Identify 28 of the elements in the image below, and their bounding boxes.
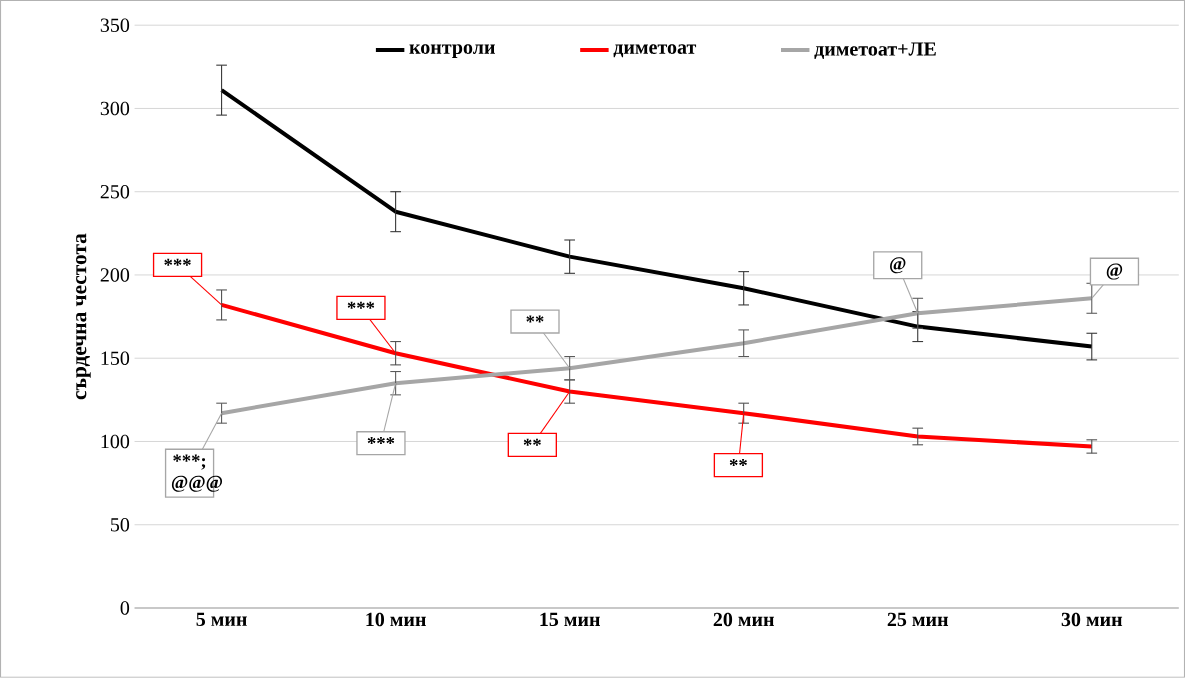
legend-label: контроли xyxy=(409,44,495,59)
y-tick-label: 50 xyxy=(111,518,130,532)
x-tick-label: 5 мин xyxy=(196,612,247,627)
x-tick-label: 20 мин xyxy=(713,612,775,627)
x-tick-label: 30 мин xyxy=(1061,612,1123,627)
annotation: ** xyxy=(523,438,541,446)
y-tick-label: 300 xyxy=(100,101,130,116)
y-tick-label: 250 xyxy=(100,185,130,199)
annotation: ***; @@@ xyxy=(171,454,223,492)
y-tick-label: 350 xyxy=(100,18,130,32)
y-tick-label: 150 xyxy=(101,351,130,366)
x-tick-label: 10 мин xyxy=(366,612,426,627)
legend-label: диметоат xyxy=(613,44,697,58)
annotation: *** xyxy=(347,301,375,309)
legend-label: диметоат+ЛЕ xyxy=(814,42,936,60)
y-tick-label: 100 xyxy=(101,434,130,449)
x-tick-label: 25 мин xyxy=(887,612,949,627)
annotation: ** xyxy=(526,315,544,323)
x-tick-label: 15 мин xyxy=(540,612,600,627)
annotation: @ xyxy=(890,257,906,274)
y-tick-label: 200 xyxy=(100,268,130,282)
annotation: @ xyxy=(1106,263,1123,280)
annotation: ** xyxy=(729,459,747,467)
line-series xyxy=(219,88,1094,349)
y-tick-label: 0 xyxy=(120,601,130,615)
y-axis-title: сърдечна честота xyxy=(76,233,91,400)
annotation: *** xyxy=(164,258,191,266)
annotation: *** xyxy=(367,437,395,445)
